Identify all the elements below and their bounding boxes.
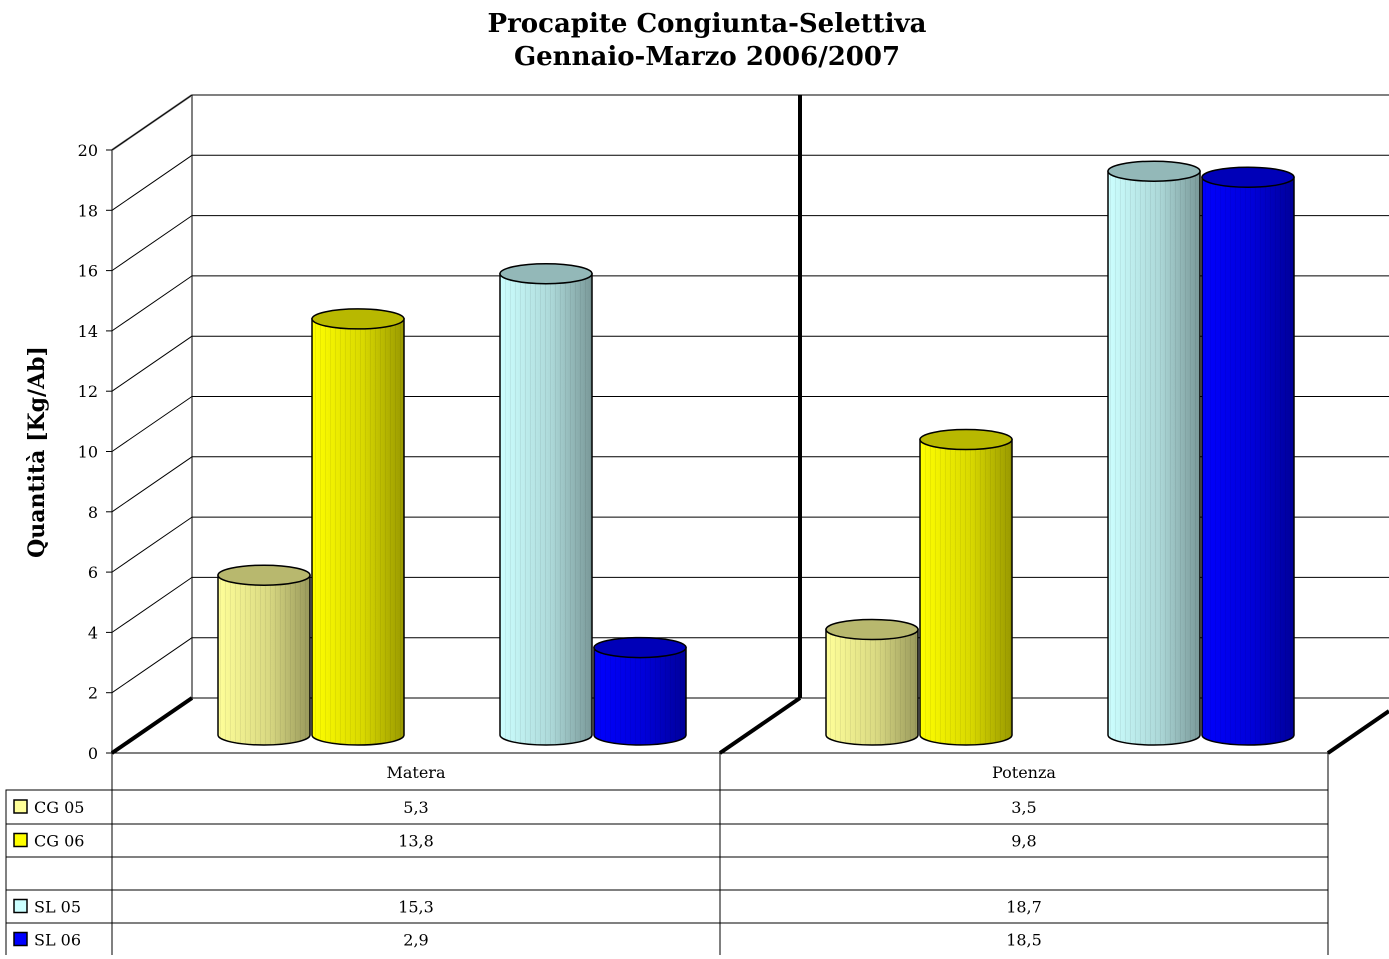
y-tick-label: 20	[78, 141, 98, 160]
bar-sl-05-matera	[499, 262, 593, 746]
table-category-label: Potenza	[992, 763, 1056, 782]
bar-stripes	[1202, 177, 1294, 746]
bar-sl-05-potenza	[1107, 160, 1201, 746]
table-value-cell: 13,8	[398, 832, 434, 851]
y-axis-label: Quantità [Kg/Ab]	[24, 346, 50, 558]
gridline-side	[111, 335, 193, 392]
table-value-cell: 18,7	[1006, 898, 1042, 917]
y-tick-label: 16	[78, 262, 98, 281]
chart-title-line: Gennaio-Marzo 2006/2007	[514, 42, 900, 72]
gridline-side	[111, 154, 193, 211]
bar-top	[217, 564, 311, 586]
table-row	[5, 789, 1329, 825]
floor-diagonal	[1326, 709, 1389, 755]
gridline-side	[111, 275, 193, 332]
bar-cg-05-potenza	[825, 618, 919, 746]
gridline-side	[111, 456, 193, 513]
legend-series-name: CG 05	[34, 798, 84, 817]
gridline-side	[111, 215, 193, 272]
bar-cg-05-matera	[217, 564, 311, 746]
legend-swatch	[13, 799, 28, 814]
y-tick-label: 6	[88, 563, 98, 582]
bar-top	[825, 618, 919, 641]
bar-cg-06-potenza	[919, 428, 1013, 746]
y-tick-label: 12	[78, 382, 98, 401]
bar-top	[1107, 160, 1201, 182]
bar-sl-06-matera	[593, 636, 687, 746]
bar-top	[919, 428, 1013, 451]
bar-stripes	[312, 318, 404, 745]
gridline-side	[111, 576, 193, 633]
y-tick-label: 18	[78, 201, 98, 220]
gridline-side	[111, 396, 193, 452]
bar-stripes	[920, 439, 1012, 745]
table-row	[5, 922, 1329, 957]
gridline-side	[111, 516, 193, 573]
gridline-side	[111, 94, 193, 151]
legend-series-name: SL 05	[34, 898, 81, 917]
gridline-side	[111, 637, 193, 694]
bar-stripes	[218, 575, 310, 745]
bar-stripes	[826, 629, 918, 745]
bar-top	[1201, 166, 1295, 188]
table-value-cell: 9,8	[1011, 832, 1036, 851]
y-tick-label: 0	[88, 744, 98, 763]
legend-swatch	[13, 832, 28, 848]
y-tick-label: 10	[78, 443, 98, 462]
y-tick-label: 8	[88, 503, 98, 522]
table-value-cell: 3,5	[1011, 798, 1036, 817]
bar-sl-06-potenza	[1201, 166, 1295, 746]
bar-cg-06-matera	[311, 308, 405, 746]
legend-swatch	[13, 931, 28, 947]
bar-top	[311, 308, 405, 330]
data-table: Matera Potenza CG 05 5,3 3,5 CG 06 13,8 9,8 SL 0…	[5, 752, 1329, 957]
legend-series-name: SL 06	[34, 931, 81, 950]
table-category-label: Matera	[386, 763, 445, 782]
y-tick-label: 4	[88, 623, 98, 642]
floor-diagonal	[718, 696, 802, 755]
legend-series-name: CG 06	[34, 832, 84, 851]
table-row	[5, 889, 1329, 924]
legend-swatch	[13, 898, 28, 914]
y-tick-label: 2	[88, 684, 98, 703]
bars-group	[217, 160, 1295, 746]
table-value-cell: 2,9	[403, 931, 428, 950]
bar-top	[499, 262, 593, 285]
chart-title-line: Procapite Congiunta-Selettiva	[488, 9, 927, 39]
bar-stripes	[594, 647, 686, 745]
table-value-cell: 18,5	[1006, 931, 1042, 950]
bar-stripes	[1108, 171, 1200, 745]
y-tick-label: 14	[78, 322, 98, 341]
bar-top	[593, 636, 687, 659]
bar-stripes	[500, 273, 592, 745]
table-value-cell: 15,3	[398, 898, 434, 917]
floor-diagonal	[110, 696, 194, 755]
table-value-cell: 5,3	[403, 798, 428, 817]
table-row	[5, 823, 1329, 858]
